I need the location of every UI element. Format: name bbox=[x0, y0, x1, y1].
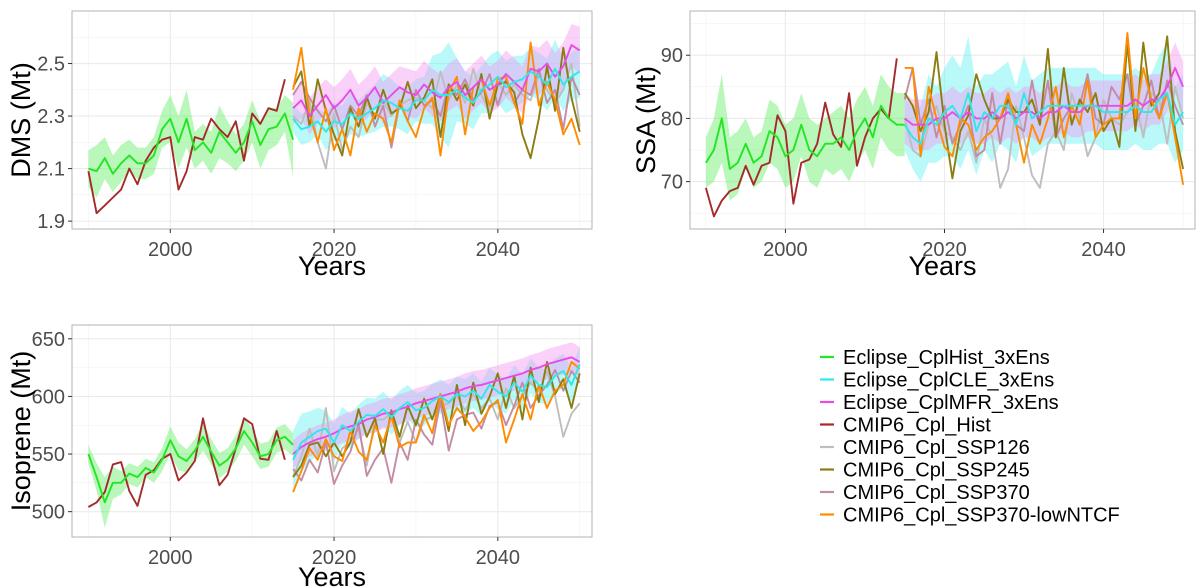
series-line-Eclipse_CplMFR_3xEns bbox=[904, 66, 1184, 126]
series-line-CMIP6_Cpl_SSP370-lowNTCF bbox=[904, 32, 1185, 185]
legend-label: Eclipse_CplHist_3xEns bbox=[843, 347, 1050, 369]
series-line-CMIP6_Cpl_SSP370 bbox=[292, 368, 581, 485]
legend-label: Eclipse_CplCLE_3xEns bbox=[843, 370, 1054, 392]
band-Eclipse_CplCLE_3xEns bbox=[293, 346, 580, 489]
axes: 2000 2020 2040 1.9 2.1 2.3 2.5 bbox=[37, 54, 520, 261]
panel-bottom-left: 2000 2020 2040 500 550 600 650 Years Isoprene (M… bbox=[6, 324, 593, 588]
y-tick-label: 500 bbox=[32, 502, 65, 524]
x-axis-label: Years bbox=[908, 251, 976, 281]
series-line-CMIP6_Cpl_SSP245 bbox=[292, 46, 581, 160]
panel-border bbox=[71, 324, 593, 538]
x-tick-label: 2020 bbox=[922, 239, 967, 261]
y-axis-label: DMS (Mt) bbox=[6, 62, 36, 177]
series-line-Eclipse_CplMFR_3xEns bbox=[292, 44, 581, 118]
series-line-CMIP6_Cpl_SSP370-lowNTCF bbox=[292, 41, 581, 157]
series-line-CMIP6_Cpl_Hist bbox=[87, 417, 286, 508]
axes: 2000 2020 2040 500 550 600 650 bbox=[32, 329, 520, 569]
legend: Eclipse_CplHist_3xEnsEclipse_CplCLE_3xEn… bbox=[820, 347, 1120, 527]
series-line-CMIP6_Cpl_Hist bbox=[87, 79, 286, 215]
x-axis-label: Years bbox=[298, 562, 366, 588]
panel-border bbox=[689, 10, 1196, 230]
band-Eclipse_CplHist_3xEns bbox=[88, 417, 294, 528]
y-tick-label: 2.1 bbox=[37, 159, 65, 181]
x-tick-label: 2040 bbox=[1081, 239, 1126, 261]
series-group bbox=[87, 342, 581, 528]
series-line-Eclipse_CplHist_3xEns bbox=[705, 104, 905, 170]
series-line-Eclipse_CplHist_3xEns bbox=[88, 112, 295, 175]
legend-label: CMIP6_Cpl_SSP370 bbox=[843, 482, 1030, 504]
series-line-Eclipse_CplCLE_3xEns bbox=[292, 67, 581, 133]
axes: 2000 2020 2040 70 80 90 bbox=[661, 45, 1126, 261]
y-tick-label: 2.5 bbox=[37, 54, 65, 76]
series-line-Eclipse_CplHist_3xEns bbox=[87, 430, 294, 504]
y-tick-label: 70 bbox=[661, 172, 683, 194]
y-tick-label: 1.9 bbox=[37, 211, 65, 233]
x-tick-label: 2000 bbox=[148, 547, 193, 569]
x-tick-label: 2020 bbox=[312, 547, 357, 569]
series-line-CMIP6_Cpl_SSP245 bbox=[903, 35, 1185, 180]
y-tick-label: 550 bbox=[32, 444, 65, 466]
x-tick-label: 2000 bbox=[148, 239, 193, 261]
series-line-CMIP6_Cpl_Hist bbox=[704, 58, 898, 218]
series-line-Eclipse_CplCLE_3xEns bbox=[903, 92, 1184, 145]
x-tick-label: 2000 bbox=[763, 239, 808, 261]
series-line-CMIP6_Cpl_SSP245 bbox=[292, 360, 581, 478]
y-tick-label: 2.3 bbox=[37, 106, 65, 128]
x-tick-label: 2020 bbox=[312, 239, 357, 261]
x-tick-label: 2040 bbox=[476, 547, 521, 569]
series-line-CMIP6_Cpl_SSP370-lowNTCF bbox=[292, 360, 581, 493]
panel-border bbox=[71, 10, 593, 230]
y-tick-label: 80 bbox=[661, 108, 683, 130]
series-group bbox=[87, 24, 581, 215]
series-line-Eclipse_CplCLE_3xEns bbox=[292, 363, 581, 461]
y-tick-label: 650 bbox=[32, 329, 65, 351]
legend-label: Eclipse_CplMFR_3xEns bbox=[843, 392, 1059, 414]
legend-label: CMIP6_Cpl_Hist bbox=[843, 415, 991, 437]
panel-top-right: 2000 2020 2040 70 80 90 Years SSA (Mt) bbox=[631, 10, 1196, 281]
x-axis-label: Years bbox=[298, 251, 366, 281]
grid bbox=[72, 11, 592, 229]
legend-label: CMIP6_Cpl_SSP126 bbox=[843, 437, 1030, 459]
y-tick-label: 90 bbox=[661, 45, 683, 67]
legend-label: CMIP6_Cpl_SSP245 bbox=[843, 460, 1030, 482]
panel-top-left: 2000 2020 2040 1.9 2.1 2.3 2.5 Years DMS (Mt) bbox=[6, 10, 593, 281]
band-Eclipse_CplHist_3xEns bbox=[88, 89, 294, 198]
series-group bbox=[704, 32, 1185, 218]
plot-background bbox=[72, 11, 592, 229]
x-tick-label: 2040 bbox=[476, 239, 521, 261]
legend-label: CMIP6_Cpl_SSP370-lowNTCF bbox=[843, 505, 1120, 527]
y-tick-label: 600 bbox=[32, 386, 65, 408]
plot-background bbox=[72, 325, 592, 537]
series-line-CMIP6_Cpl_SSP126 bbox=[292, 62, 581, 170]
y-axis-label: Isoprene (Mt) bbox=[6, 351, 36, 512]
y-axis-label: SSA (Mt) bbox=[631, 66, 661, 174]
